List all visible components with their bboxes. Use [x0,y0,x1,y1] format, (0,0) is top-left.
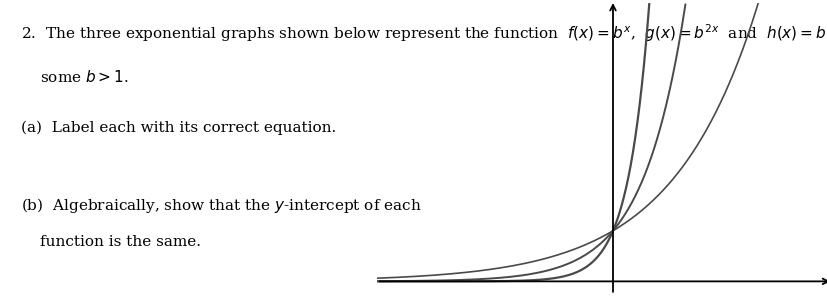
Text: 2.  The three exponential graphs shown below represent the function  $f(x)=b^x$,: 2. The three exponential graphs shown be… [21,21,827,44]
Text: (a)  Label each with its correct equation.: (a) Label each with its correct equation… [21,120,336,135]
Text: function is the same.: function is the same. [40,235,200,249]
Text: (b)  Algebraically, show that the $y$-intercept of each: (b) Algebraically, show that the $y$-int… [21,196,421,215]
Text: some $b>1$.: some $b>1$. [40,69,128,85]
